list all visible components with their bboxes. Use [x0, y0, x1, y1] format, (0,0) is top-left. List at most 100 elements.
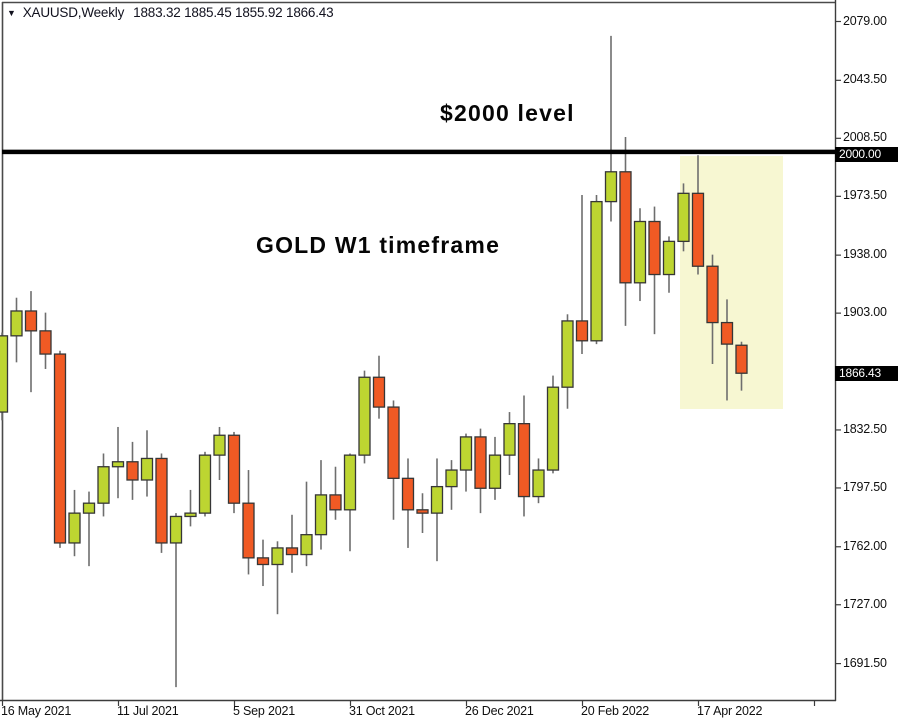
- candle-body-bear: [39, 330, 52, 355]
- candle: [561, 314, 574, 409]
- candle: [271, 541, 284, 615]
- candle: [53, 350, 67, 548]
- candle: [256, 539, 270, 587]
- candle: [619, 136, 632, 326]
- candle: [662, 236, 676, 293]
- candle: [372, 355, 386, 419]
- candle-body-bull: [140, 457, 154, 481]
- candle: [82, 491, 96, 567]
- candle-body-bear: [256, 557, 270, 566]
- candle-body-bear: [24, 310, 38, 332]
- candle-body-bull: [198, 454, 212, 514]
- candle-body-bull: [97, 466, 110, 504]
- candle-body-bull: [82, 502, 96, 514]
- candle-body-bull: [314, 494, 328, 536]
- x-axis-label: 20 Feb 2022: [581, 704, 649, 718]
- candle: [416, 493, 429, 534]
- candle-body-bull: [430, 485, 444, 514]
- candle-body-bear: [329, 494, 342, 511]
- candle: [691, 155, 705, 275]
- candle-body-bear: [227, 434, 241, 504]
- candle: [430, 458, 444, 562]
- candle-body-bull: [604, 171, 618, 203]
- x-axis-label: 31 Oct 2021: [349, 704, 415, 718]
- candle: [10, 297, 23, 363]
- y-axis-label: 1797.50: [843, 479, 887, 494]
- candle-body-bear: [735, 344, 748, 374]
- candle: [401, 458, 415, 548]
- candle: [517, 395, 531, 517]
- y-axis-label: 2008.50: [843, 130, 887, 145]
- candle-body-bull: [561, 320, 574, 388]
- candle-body-bear: [285, 547, 299, 556]
- candle-body-bull: [213, 434, 226, 456]
- candle-body-bull: [169, 515, 183, 544]
- candle-body-bull: [677, 192, 690, 243]
- x-axis-label: 16 May 2021: [1, 704, 72, 718]
- candle: [155, 453, 168, 553]
- candle-body-bear: [706, 265, 719, 324]
- candle-body-bull: [503, 423, 516, 456]
- level-annotation-text: $2000 level: [440, 100, 575, 126]
- candle-body-bear: [387, 406, 400, 479]
- candle: [575, 194, 589, 355]
- candle-body-bull: [445, 469, 458, 488]
- candle-body-bull: [0, 335, 9, 413]
- dropdown-arrow-icon[interactable]: ▼: [7, 7, 16, 18]
- candle: [706, 254, 719, 364]
- candle: [300, 481, 313, 567]
- candle: [242, 470, 255, 575]
- candle-body-bull: [343, 454, 357, 511]
- candle-body-bear: [401, 477, 415, 511]
- candle: [387, 400, 400, 520]
- candle-body-bull: [633, 220, 647, 284]
- candle: [720, 299, 734, 401]
- candle: [459, 433, 473, 492]
- candle-body-bull: [111, 461, 125, 468]
- candle: [343, 453, 357, 552]
- candle: [648, 206, 661, 335]
- level-2000-line[interactable]: [2, 149, 835, 155]
- candle-body-bear: [619, 171, 632, 284]
- chart-title-bar: ▼ XAUUSD,Weekly 1883.32 1885.45 1855.92 18…: [7, 5, 334, 20]
- candle-body-bear: [575, 320, 589, 342]
- candle: [735, 341, 748, 391]
- candle-body-bear: [474, 436, 487, 489]
- candle-body-bear: [155, 457, 168, 544]
- symbol-timeframe-label: XAUUSD,Weekly: [22, 5, 125, 20]
- candle-body-bear: [517, 423, 531, 498]
- candle-body-bull: [459, 436, 473, 471]
- x-axis-label: 17 Apr 2022: [697, 704, 763, 718]
- candle: [604, 35, 618, 222]
- candle-body-bear: [53, 353, 67, 544]
- candle-body-bear: [691, 192, 705, 267]
- timeframe-annotation-text: GOLD W1 timeframe: [256, 232, 501, 258]
- candle: [0, 332, 9, 421]
- y-axis-label: 2079.00: [843, 13, 887, 28]
- candle: [24, 291, 38, 393]
- candle: [184, 489, 197, 527]
- candle-body-bull: [184, 512, 197, 518]
- candle: [169, 513, 183, 688]
- y-axis-label: 1832.50: [843, 421, 887, 436]
- candle: [546, 375, 560, 474]
- y-axis-label: 1727.00: [843, 596, 887, 611]
- candle-body-bull: [546, 386, 560, 471]
- candle: [140, 430, 154, 497]
- ohlc-values: 1883.32 1885.45 1855.92 1866.43: [133, 5, 334, 20]
- candle: [488, 436, 502, 500]
- candle-body-bull: [532, 469, 545, 498]
- candle-body-bear: [416, 509, 429, 514]
- candlestick-series: [0, 35, 748, 688]
- candle-body-bull: [488, 454, 502, 489]
- candle-body-bull: [300, 534, 313, 556]
- candle: [445, 460, 458, 510]
- y-axis-label: 1691.50: [843, 655, 887, 670]
- candle: [285, 514, 299, 573]
- x-axis-label: 11 Jul 2021: [117, 704, 179, 718]
- candle: [677, 183, 690, 252]
- candle-body-bull: [662, 240, 676, 276]
- x-axis-label: 26 Dec 2021: [465, 704, 534, 718]
